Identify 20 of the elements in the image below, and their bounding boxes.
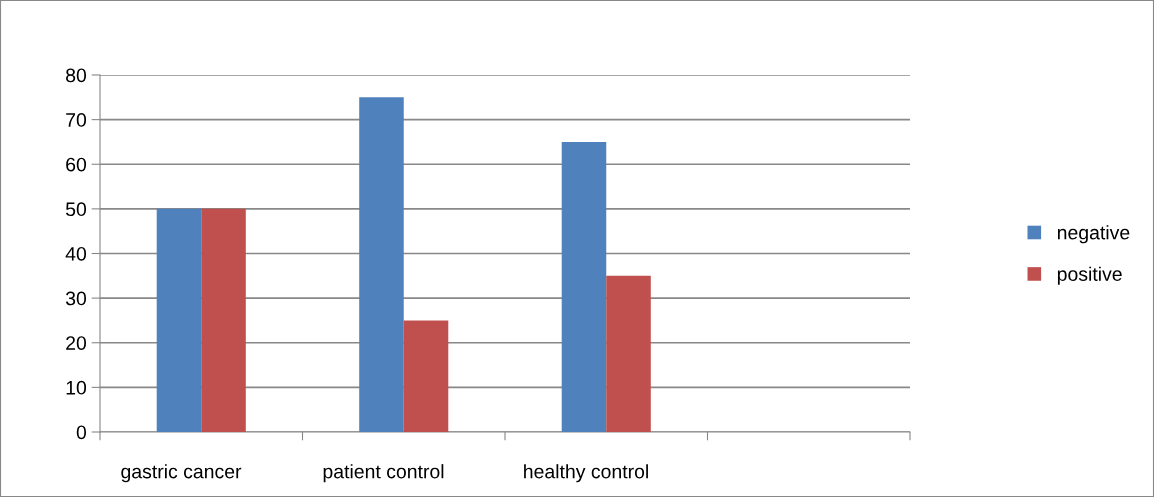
x-tick-label: gastric cancer [121, 464, 242, 483]
x-tick-label: patient control [323, 464, 444, 483]
x-tick-label: healthy control [524, 464, 648, 483]
y-tick-label: 60 [66, 157, 87, 172]
legend-label: positive [1057, 266, 1122, 285]
legend-label: negative [1057, 225, 1130, 244]
y-tick-label: 40 [65, 246, 87, 261]
bar [403, 320, 449, 432]
y-tick-label: 70 [66, 113, 87, 127]
bar [156, 208, 202, 432]
y-tick-label: 80 [66, 68, 87, 83]
y-tick-label: 50 [65, 202, 87, 217]
y-tick-label: 0 [76, 425, 87, 440]
bar [359, 97, 404, 432]
bar [606, 275, 651, 432]
y-tick-label: 10 [66, 380, 87, 395]
y-tick-label: 20 [66, 336, 87, 350]
bar [201, 208, 246, 432]
y-tick-label: 30 [65, 291, 87, 306]
bar [561, 141, 607, 432]
